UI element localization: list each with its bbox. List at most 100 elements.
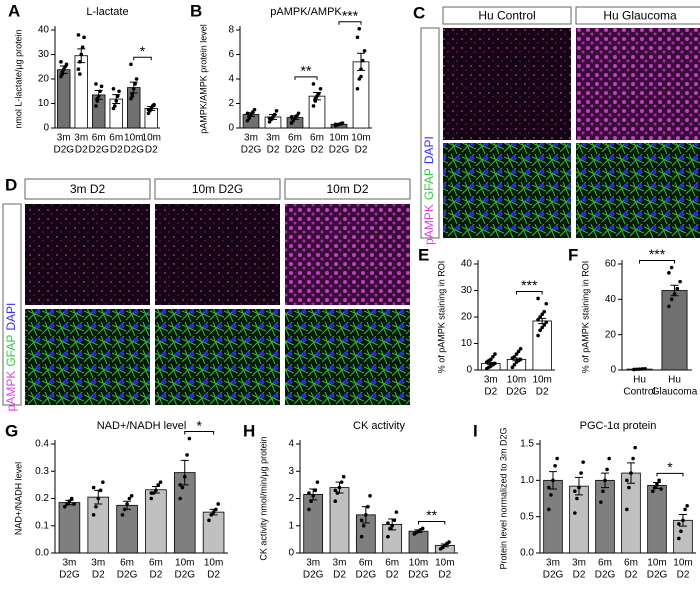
data-point: [158, 480, 163, 484]
data-point: [575, 496, 579, 501]
data-point: [675, 286, 680, 291]
data-point: [289, 115, 294, 119]
data-point: [555, 456, 559, 461]
data-point: [313, 96, 318, 101]
data-point: [272, 112, 277, 117]
x-tick-label: D2: [311, 145, 324, 156]
data-point: [178, 483, 182, 487]
data-point: [267, 116, 272, 120]
data-point: [601, 489, 605, 494]
data-point: [632, 367, 636, 372]
x-tick-label: 6m: [109, 133, 123, 144]
y-tick-label: 0.0: [35, 548, 49, 559]
x-tick-label: 6m: [120, 558, 134, 569]
x-tick-label: 6m: [359, 558, 373, 569]
data-point: [657, 478, 661, 483]
data-point: [65, 502, 69, 506]
data-point: [82, 35, 86, 40]
x-tick-label: D2G: [241, 145, 262, 156]
bar: [661, 290, 688, 371]
x-tick-label: D2G: [123, 145, 144, 156]
channel-name: GFAP: [422, 168, 436, 200]
x-tick-label: 3m: [74, 133, 88, 144]
data-point: [360, 58, 365, 63]
data-point: [653, 485, 657, 490]
micrograph-merge: [285, 309, 410, 405]
panel-letter: H: [243, 421, 255, 440]
y-tick-label: 0.5: [520, 511, 534, 522]
data-point: [518, 357, 523, 362]
x-tick-label: D2G: [53, 145, 74, 156]
bar: [543, 479, 563, 554]
data-point: [364, 513, 368, 517]
x-tick-label: D2G: [285, 145, 306, 156]
data-point: [536, 317, 540, 322]
significance-bracket: [639, 260, 675, 264]
data-point: [679, 529, 683, 533]
channel-name: DAPI: [4, 303, 18, 331]
data-point: [667, 304, 671, 309]
data-point: [355, 87, 360, 91]
micrograph-merge: [576, 143, 700, 238]
data-point: [655, 482, 659, 486]
data-point: [633, 445, 637, 450]
y-tick-label: 60: [605, 259, 617, 270]
channel-label: pAMPK GFAP DAPI: [422, 136, 436, 245]
data-point: [133, 82, 137, 86]
data-point: [307, 507, 311, 512]
data-point: [129, 62, 133, 67]
data-point: [207, 518, 211, 523]
x-tick-label: 3m: [266, 133, 280, 144]
data-point: [681, 518, 685, 523]
x-tick-label: 3m: [572, 558, 586, 569]
panel-letter: C: [413, 3, 425, 22]
data-point: [178, 496, 182, 501]
data-point: [340, 121, 345, 125]
y-tick-label: 30: [461, 285, 473, 296]
bar: [569, 485, 589, 554]
bar: [621, 472, 641, 554]
data-point: [544, 301, 549, 306]
x-tick-label: 3m: [91, 558, 105, 569]
y-tick-label: 30: [38, 49, 50, 60]
y-axis-label: Protein level normalized to 3m D2G: [498, 427, 508, 569]
x-tick-label: D2: [677, 570, 690, 581]
data-point: [339, 480, 344, 484]
channel-label-box: [2, 203, 22, 406]
x-tick-label: Control: [623, 387, 655, 398]
data-point: [538, 328, 542, 333]
data-point: [573, 511, 577, 515]
data-point: [390, 523, 394, 528]
micrograph-pampk: [285, 204, 410, 305]
data-point: [216, 502, 220, 506]
channel-name: GFAP: [4, 335, 18, 367]
data-point: [146, 107, 151, 112]
y-axis-label: pAMPK/AMPK protein level: [198, 24, 208, 134]
significance-bracket: [294, 76, 318, 80]
y-axis-label: nmol L-lactate/µg protein: [13, 29, 23, 128]
bar: [303, 494, 324, 554]
x-tick-label: D2G: [88, 145, 109, 156]
y-tick-label: 10: [38, 98, 50, 109]
data-point: [359, 74, 363, 79]
x-tick-label: D2: [333, 570, 346, 581]
x-tick-label: D2G: [408, 570, 429, 581]
y-tick-label: 2: [228, 98, 234, 109]
data-point: [114, 99, 119, 103]
data-point: [214, 507, 218, 512]
data-point: [98, 488, 103, 493]
data-point: [386, 521, 390, 525]
data-point: [311, 493, 315, 498]
data-point: [361, 523, 366, 528]
data-point: [130, 94, 135, 98]
x-tick-label: D2: [145, 145, 158, 156]
x-tick-label: D2G: [506, 387, 527, 398]
data-point: [78, 72, 82, 76]
x-tick-label: 3m: [244, 133, 258, 144]
x-tick-label: D2G: [329, 145, 350, 156]
data-point: [274, 109, 279, 113]
data-point: [185, 453, 189, 457]
x-tick-label: 6m: [149, 558, 163, 569]
